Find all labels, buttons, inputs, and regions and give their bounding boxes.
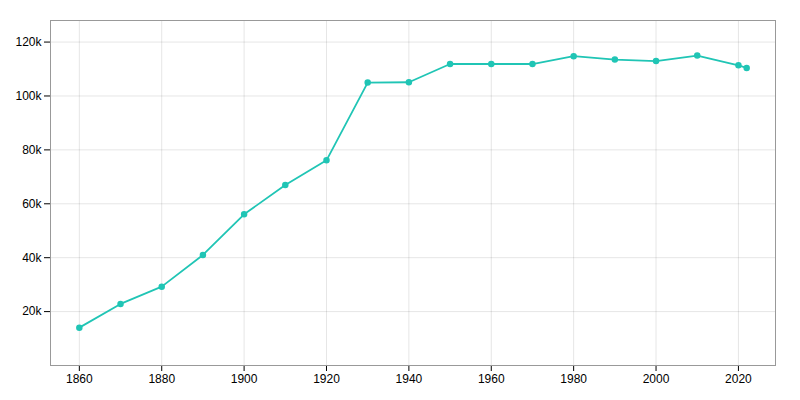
svg-text:1860: 1860 [66, 372, 93, 386]
svg-text:1900: 1900 [231, 372, 258, 386]
svg-text:20k: 20k [22, 304, 42, 318]
svg-text:80k: 80k [22, 143, 42, 157]
svg-text:2000: 2000 [643, 372, 670, 386]
svg-text:100k: 100k [15, 89, 42, 103]
svg-text:1920: 1920 [313, 372, 340, 386]
svg-text:1940: 1940 [396, 372, 423, 386]
svg-text:1960: 1960 [478, 372, 505, 386]
svg-text:2020: 2020 [725, 372, 752, 386]
svg-text:1880: 1880 [148, 372, 175, 386]
svg-text:1980: 1980 [560, 372, 587, 386]
svg-text:60k: 60k [22, 197, 42, 211]
svg-text:120k: 120k [15, 35, 42, 49]
svg-text:40k: 40k [22, 251, 42, 265]
